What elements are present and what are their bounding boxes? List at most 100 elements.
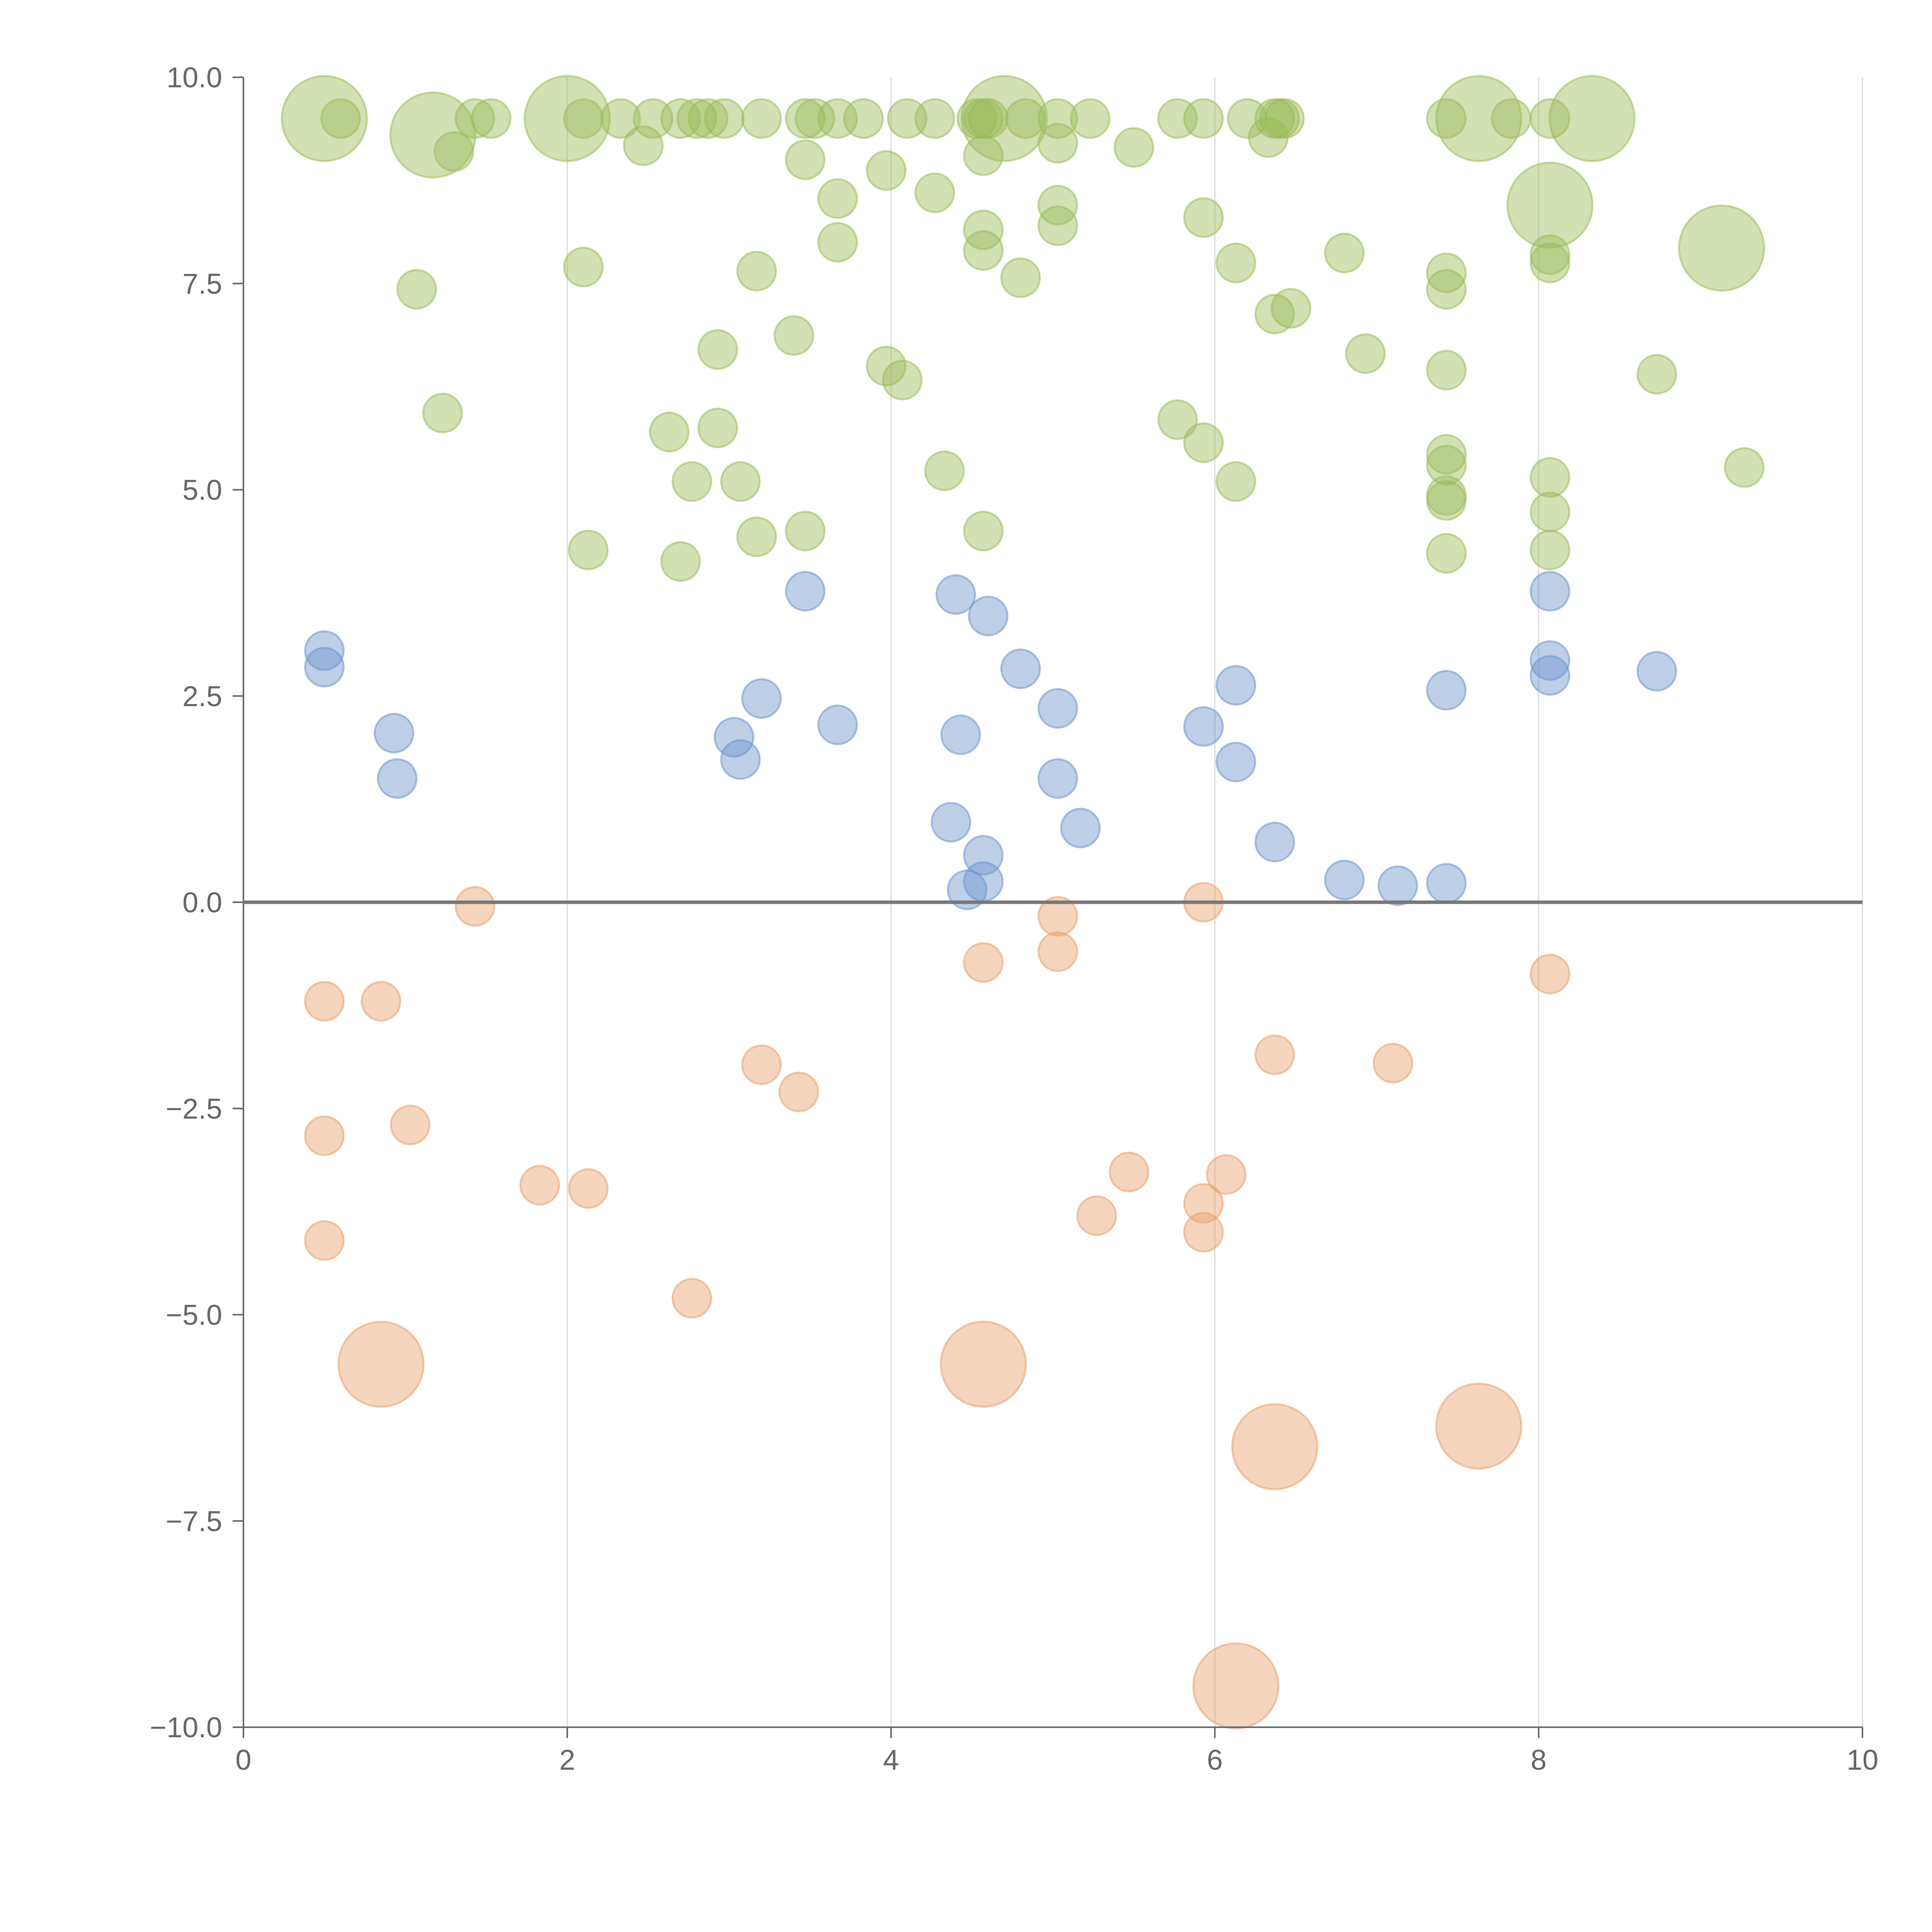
data-point bbox=[568, 1168, 609, 1209]
data-point bbox=[1529, 492, 1570, 532]
data-point bbox=[1529, 571, 1570, 612]
x-tick-label: 6 bbox=[1207, 1744, 1223, 1776]
data-point bbox=[396, 269, 437, 310]
data-point bbox=[1506, 162, 1594, 249]
data-point bbox=[1636, 651, 1677, 692]
data-point bbox=[817, 222, 858, 263]
data-point bbox=[1254, 294, 1295, 335]
series-high bbox=[281, 75, 1765, 582]
data-point bbox=[1426, 444, 1467, 485]
data-point bbox=[741, 98, 782, 139]
data-point bbox=[1529, 655, 1570, 696]
data-point bbox=[736, 251, 777, 292]
data-point bbox=[785, 139, 826, 180]
data-point bbox=[1183, 1212, 1224, 1253]
data-point bbox=[1264, 98, 1305, 139]
data-point bbox=[1037, 896, 1078, 937]
data-point bbox=[866, 345, 906, 386]
data-point bbox=[1426, 434, 1467, 475]
data-point bbox=[1183, 197, 1224, 238]
data-point bbox=[389, 91, 476, 179]
y-tick-label: 2.5 bbox=[182, 680, 222, 712]
data-point bbox=[454, 98, 495, 139]
data-point bbox=[1678, 204, 1765, 292]
data-point bbox=[1491, 98, 1532, 139]
data-point bbox=[1037, 185, 1078, 226]
x-tick-label: 0 bbox=[235, 1744, 251, 1776]
data-point bbox=[1324, 859, 1365, 900]
data-point bbox=[785, 571, 826, 612]
y-tick-label: −2.5 bbox=[166, 1093, 222, 1125]
series-negative bbox=[304, 882, 1570, 1730]
data-point bbox=[1109, 1151, 1150, 1192]
x-tick-label: 10 bbox=[1847, 1744, 1878, 1776]
data-point bbox=[1529, 529, 1570, 570]
data-point bbox=[935, 574, 976, 615]
data-point bbox=[1000, 257, 1041, 298]
data-point bbox=[1215, 461, 1256, 502]
data-point bbox=[600, 98, 641, 139]
y-tick-label: 7.5 bbox=[182, 268, 222, 300]
data-point bbox=[1037, 98, 1078, 139]
y-tick-label: 0.0 bbox=[182, 886, 222, 918]
data-point bbox=[1270, 288, 1311, 329]
data-point bbox=[1426, 533, 1467, 574]
y-tick-label: −10.0 bbox=[150, 1711, 222, 1743]
data-point bbox=[422, 393, 463, 434]
data-point bbox=[1114, 127, 1154, 168]
data-point bbox=[304, 1115, 345, 1156]
data-point bbox=[1183, 706, 1224, 747]
data-point bbox=[1529, 457, 1570, 498]
data-point bbox=[304, 1220, 345, 1261]
data-point bbox=[563, 98, 604, 139]
data-point bbox=[963, 942, 1004, 983]
data-point bbox=[1426, 252, 1467, 293]
data-point bbox=[374, 713, 415, 753]
data-point bbox=[563, 247, 604, 287]
data-point bbox=[963, 230, 1004, 271]
data-point bbox=[568, 529, 609, 570]
data-point bbox=[1037, 688, 1078, 729]
data-point bbox=[672, 461, 713, 502]
data-point bbox=[940, 714, 981, 755]
data-point bbox=[1435, 1383, 1522, 1470]
data-point bbox=[1231, 1403, 1318, 1490]
data-point bbox=[1254, 821, 1295, 862]
data-point bbox=[817, 704, 858, 745]
data-point bbox=[1157, 399, 1198, 440]
data-point bbox=[519, 1165, 560, 1206]
data-point bbox=[1345, 333, 1386, 374]
data-point bbox=[741, 678, 782, 719]
data-point bbox=[1426, 269, 1467, 310]
data-point bbox=[304, 647, 345, 688]
data-point bbox=[320, 98, 361, 139]
data-point bbox=[1529, 640, 1570, 681]
data-point bbox=[1037, 758, 1078, 799]
data-point bbox=[1324, 233, 1365, 274]
data-point bbox=[914, 172, 955, 213]
data-point bbox=[1192, 1642, 1279, 1730]
data-point bbox=[1215, 665, 1256, 706]
data-point bbox=[1254, 1034, 1295, 1075]
data-points bbox=[281, 75, 1765, 1730]
y-tick-label: −5.0 bbox=[166, 1299, 222, 1331]
data-point bbox=[785, 98, 826, 139]
data-point bbox=[774, 315, 815, 356]
data-point bbox=[454, 886, 495, 927]
data-point bbox=[778, 1071, 819, 1112]
data-point bbox=[843, 98, 884, 139]
data-point bbox=[940, 1321, 1027, 1408]
data-point bbox=[887, 98, 928, 139]
data-point bbox=[633, 98, 673, 139]
data-point bbox=[963, 510, 1004, 551]
data-point bbox=[1529, 954, 1570, 995]
data-point bbox=[337, 1321, 425, 1408]
data-point bbox=[947, 869, 988, 910]
data-point bbox=[704, 98, 745, 139]
data-point bbox=[1426, 350, 1467, 391]
data-point bbox=[1529, 242, 1570, 283]
axis-ticks: 0 2 4 6 8 10 −10.0 −7.5 −5.0 −2.5 0.0 2.5 5.0 7.5 10.0 bbox=[150, 61, 1878, 1776]
data-point bbox=[390, 1104, 431, 1145]
data-point bbox=[794, 98, 835, 139]
